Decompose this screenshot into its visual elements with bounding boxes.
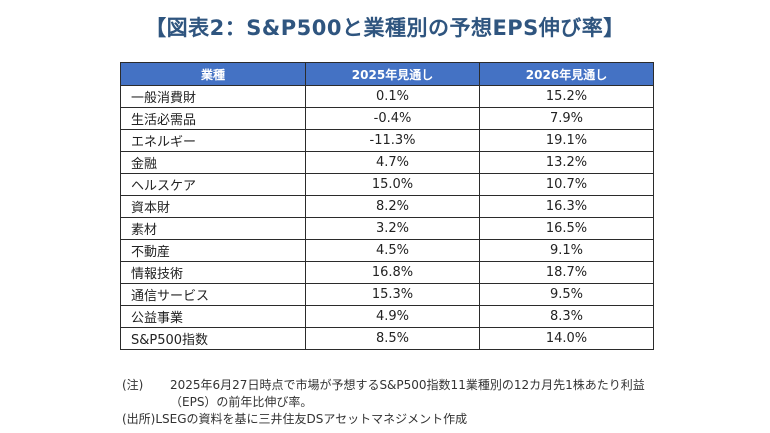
table-row: 不動産 4.5% 9.1% bbox=[120, 239, 654, 262]
value-2025-cell: 4.5% bbox=[305, 239, 480, 262]
sector-cell: 不動産 bbox=[120, 239, 306, 262]
sector-cell: 公益事業 bbox=[120, 305, 306, 328]
sector-cell: 通信サービス bbox=[120, 283, 306, 306]
sector-cell: 金融 bbox=[120, 151, 306, 174]
value-2026-cell: 19.1% bbox=[479, 129, 654, 152]
value-2026-cell: 9.5% bbox=[479, 283, 654, 306]
value-2025-cell: -0.4% bbox=[305, 107, 480, 130]
value-2025-cell: 8.5% bbox=[305, 327, 480, 350]
table-row: 公益事業 4.9% 8.3% bbox=[120, 305, 654, 328]
table-header-row: 業種 2025年見通し 2026年見通し bbox=[120, 62, 654, 86]
source-row: (出所) LSEGの資料を基に三井住友DSアセットマネジメント作成 bbox=[122, 411, 662, 428]
value-2025-cell: 15.3% bbox=[305, 283, 480, 306]
value-2025-cell: 8.2% bbox=[305, 195, 480, 218]
value-2025-cell: 16.8% bbox=[305, 261, 480, 284]
eps-growth-table: 業種 2025年見通し 2026年見通し 一般消費財 0.1% 15.2% 生活… bbox=[120, 62, 654, 350]
note-row: (注) 2025年6月27日時点で市場が予想するS&P500指数11業種別の12… bbox=[122, 377, 662, 411]
value-2026-cell: 8.3% bbox=[479, 305, 654, 328]
note-text: 2025年6月27日時点で市場が予想するS&P500指数11業種別の12カ月先1… bbox=[170, 378, 645, 409]
sector-cell: 一般消費財 bbox=[120, 85, 306, 108]
value-2025-cell: 4.9% bbox=[305, 305, 480, 328]
value-2026-cell: 16.3% bbox=[479, 195, 654, 218]
sector-cell: ヘルスケア bbox=[120, 173, 306, 196]
table-row: ヘルスケア 15.0% 10.7% bbox=[120, 173, 654, 196]
column-header-2026: 2026年見通し bbox=[479, 62, 654, 86]
table-row: S&P500指数 8.5% 14.0% bbox=[120, 327, 654, 350]
value-2026-cell: 7.9% bbox=[479, 107, 654, 130]
value-2026-cell: 18.7% bbox=[479, 261, 654, 284]
sector-cell: 素材 bbox=[120, 217, 306, 240]
sector-cell: 情報技術 bbox=[120, 261, 306, 284]
column-header-sector: 業種 bbox=[120, 62, 306, 86]
table-row: エネルギー -11.3% 19.1% bbox=[120, 129, 654, 152]
table-row: 情報技術 16.8% 18.7% bbox=[120, 261, 654, 284]
value-2025-cell: 15.0% bbox=[305, 173, 480, 196]
column-header-2025: 2025年見通し bbox=[305, 62, 480, 86]
page-title: 【図表2：S&P500と業種別の予想EPS伸び率】 bbox=[145, 16, 625, 40]
note-label: (注) bbox=[122, 378, 144, 392]
sector-cell: S&P500指数 bbox=[120, 327, 306, 350]
value-2026-cell: 13.2% bbox=[479, 151, 654, 174]
table-row: 金融 4.7% 13.2% bbox=[120, 151, 654, 174]
source-text: LSEGの資料を基に三井住友DSアセットマネジメント作成 bbox=[155, 412, 468, 426]
source-label: (出所) bbox=[122, 412, 156, 426]
value-2025-cell: 0.1% bbox=[305, 85, 480, 108]
value-2026-cell: 16.5% bbox=[479, 217, 654, 240]
sector-cell: 資本財 bbox=[120, 195, 306, 218]
sector-cell: 生活必需品 bbox=[120, 107, 306, 130]
value-2026-cell: 14.0% bbox=[479, 327, 654, 350]
value-2025-cell: -11.3% bbox=[305, 129, 480, 152]
value-2026-cell: 15.2% bbox=[479, 85, 654, 108]
table-row: 資本財 8.2% 16.3% bbox=[120, 195, 654, 218]
table-row: 通信サービス 15.3% 9.5% bbox=[120, 283, 654, 306]
footnotes: (注) 2025年6月27日時点で市場が予想するS&P500指数11業種別の12… bbox=[122, 377, 662, 428]
value-2025-cell: 4.7% bbox=[305, 151, 480, 174]
table-row: 生活必需品 -0.4% 7.9% bbox=[120, 107, 654, 130]
sector-cell: エネルギー bbox=[120, 129, 306, 152]
value-2026-cell: 9.1% bbox=[479, 239, 654, 262]
value-2025-cell: 3.2% bbox=[305, 217, 480, 240]
value-2026-cell: 10.7% bbox=[479, 173, 654, 196]
table-row: 素材 3.2% 16.5% bbox=[120, 217, 654, 240]
table-row: 一般消費財 0.1% 15.2% bbox=[120, 85, 654, 108]
